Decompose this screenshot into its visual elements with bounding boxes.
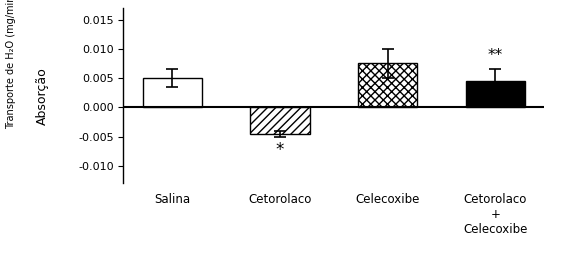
Bar (466, 81, 525, 107)
Text: Transporte de H₂O (mg/min): Transporte de H₂O (mg/min) (6, 0, 16, 129)
Text: Absorção: Absorção (35, 67, 49, 124)
Bar (358, 63, 417, 107)
Text: *: * (276, 141, 284, 159)
Bar (250, 107, 310, 134)
Text: **: ** (488, 48, 503, 63)
Bar (142, 78, 202, 107)
